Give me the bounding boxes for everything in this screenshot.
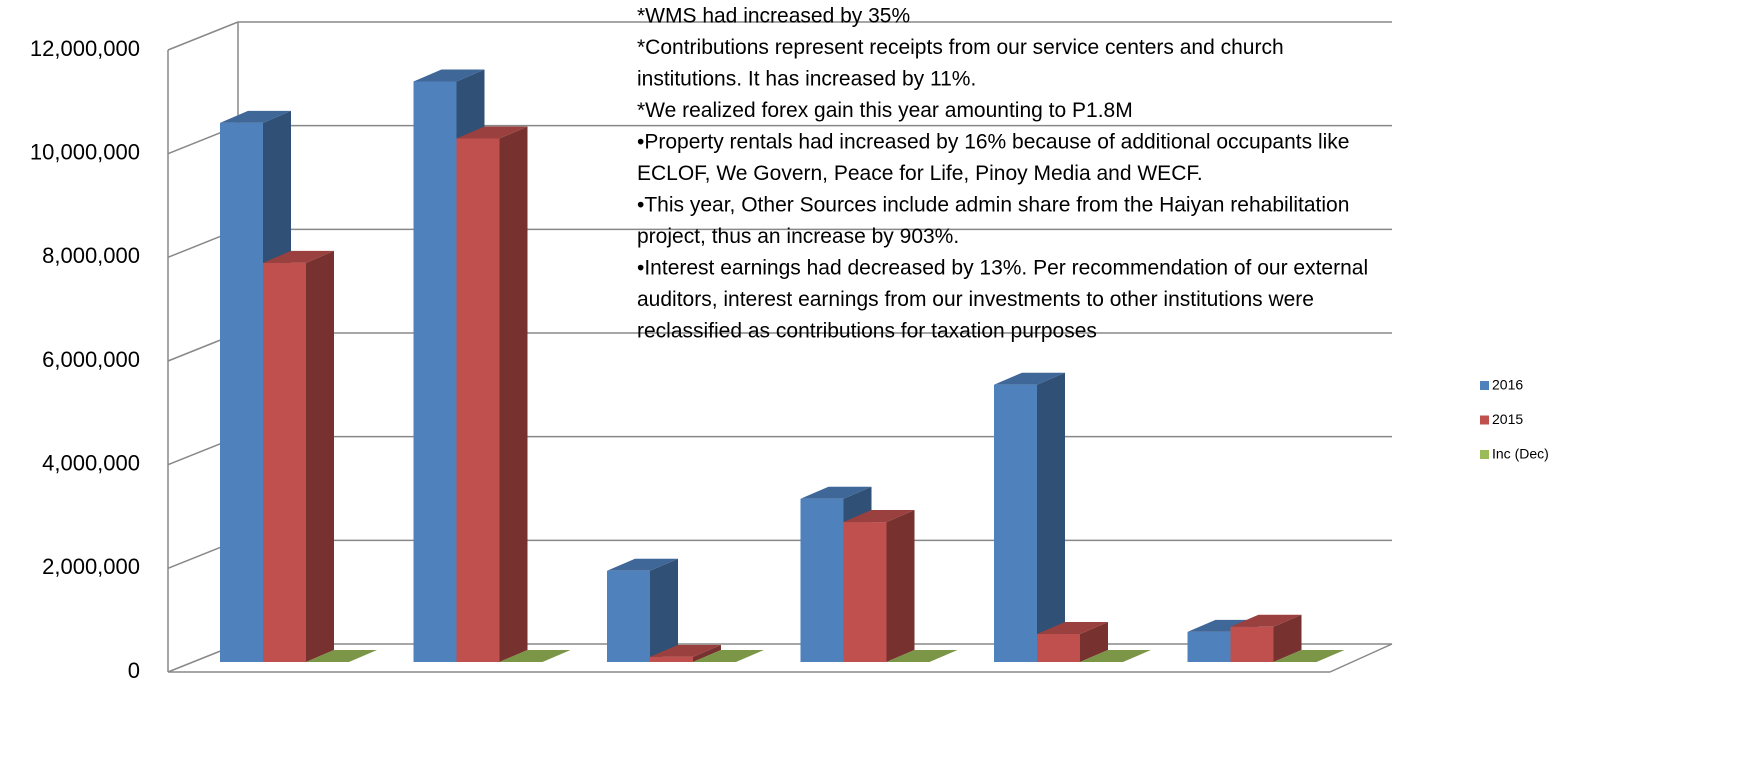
bar-face [1080,622,1108,662]
legend-label: 2015 [1492,411,1523,427]
annotation: reclassified as contributions for taxati… [637,320,1097,343]
legend-swatch [1480,450,1489,459]
bar-face [220,122,263,662]
y-tick-label: 6,000,000 [42,347,140,372]
y-tick-label: 8,000,000 [42,243,140,268]
legend-label: Inc (Dec) [1492,446,1549,462]
bar [1080,650,1151,662]
y-tick-label: 10,000,000 [30,139,140,164]
annotation: auditors, interest earnings from our inv… [637,288,1314,311]
annotation: institutions. It has increased by 11%. [637,68,976,91]
bar-face [886,510,915,662]
bar [886,650,958,662]
bar-face [1080,650,1151,662]
bar-face [306,650,377,662]
annotation: project, thus an increase by 903%. [637,225,959,248]
bar-face [499,126,528,662]
bar-face [263,250,334,263]
y-tick-label: 2,000,000 [42,554,140,579]
bar [650,644,721,662]
bar-face [1037,634,1080,662]
bar-face [650,558,678,662]
legend-label: 2016 [1492,377,1523,393]
annotation: *Contributions represent receipts from o… [637,36,1284,59]
y-tick-label: 12,000,000 [30,36,140,61]
bar-face [994,384,1037,662]
floor-right [1329,643,1393,673]
bar-face [650,656,693,662]
bar-face [994,372,1065,385]
y-tick-label: 0 [128,658,140,683]
annotation: *WMS had increased by 35% [637,5,910,28]
legend-swatch [1480,415,1489,425]
annotation: •This year, Other Sources include admin … [637,194,1349,217]
bar-face [220,110,291,123]
bar [994,372,1065,662]
bar [1230,614,1302,662]
grid-line [167,21,239,51]
bar [263,250,334,662]
bar-face [1037,372,1065,662]
bar-face [843,510,915,523]
legend-swatch [1480,381,1489,390]
bar-face [843,522,887,662]
annotation: •Property rentals had increased by 16% b… [637,131,1349,154]
bar-face [607,570,650,662]
bar-face [693,644,721,662]
bar [499,650,571,662]
bar-face [499,650,571,662]
bar [693,650,764,662]
bar-face [693,650,764,662]
annotation: •Interest earnings had decreased by 13%.… [637,257,1368,280]
bar-face [263,262,306,662]
bar [1273,650,1345,662]
y-tick-label: 4,000,000 [42,450,140,475]
bar-face [1230,614,1302,627]
bar-face [1273,614,1302,662]
bar-face [800,486,872,499]
bar-face [456,138,500,662]
bar-face [650,644,721,657]
annotation: *We realized forex gain this year amount… [637,99,1133,122]
bar-face [607,558,678,571]
bar [843,510,915,662]
bar [456,126,528,662]
bar-face [306,250,334,662]
bar-face [456,126,528,139]
bar-face [413,69,485,82]
bar-face [1230,626,1274,662]
bar-face [1273,650,1345,662]
bar-face [886,650,958,662]
bar-face [1187,631,1231,662]
bar [306,650,377,662]
bar-face [1037,622,1108,635]
annotation: ECLOF, We Govern, Peace for Life, Pinoy … [637,162,1203,185]
bar-face [413,81,457,662]
bar [1037,622,1108,662]
bar [607,558,678,662]
bar-face [800,498,844,662]
